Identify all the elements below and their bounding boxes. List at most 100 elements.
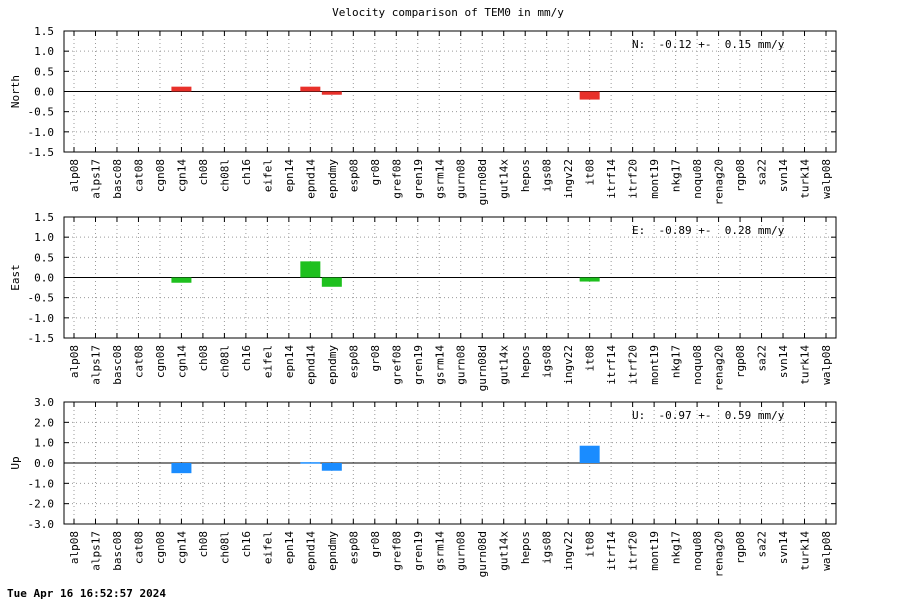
x-tick-label: hepos [519, 159, 532, 192]
x-tick-label: it08 [584, 345, 597, 372]
y-tick-label: 1.0 [34, 437, 54, 450]
x-tick-label: rgp08 [734, 531, 747, 564]
bar-east-epnd14 [300, 261, 321, 278]
x-tick-label: gref08 [390, 159, 403, 199]
x-tick-label: eifel [261, 531, 274, 564]
y-axis-label-east: East [9, 264, 22, 291]
x-tick-label: gren19 [412, 345, 425, 385]
bar-up-cgn14 [171, 463, 192, 474]
x-tick-label: gren19 [412, 531, 425, 571]
x-tick-label: cat08 [132, 531, 145, 564]
x-tick-label: alp08 [68, 345, 81, 378]
y-axis-label-north: North [9, 75, 22, 108]
y-tick-label: 1.0 [34, 231, 54, 244]
x-tick-label: igs08 [541, 159, 554, 192]
x-tick-label: ch08 [197, 159, 210, 186]
x-tick-label: noqu08 [691, 345, 704, 385]
y-tick-label: 2.0 [34, 416, 54, 429]
x-tick-label: epnd14 [304, 531, 317, 571]
x-tick-label: gref08 [390, 345, 403, 385]
bar-north-epndmy [321, 91, 342, 95]
y-tick-label: 0.0 [34, 457, 54, 470]
x-tick-label: turk14 [799, 531, 812, 571]
x-tick-label: hepos [519, 345, 532, 378]
x-tick-label: cgn14 [175, 345, 188, 378]
x-tick-label: esp08 [347, 345, 360, 378]
x-tick-label: esp08 [347, 531, 360, 564]
x-tick-label: walp08 [820, 159, 833, 199]
x-tick-label: itrf14 [605, 345, 618, 385]
x-tick-label: gsrm14 [433, 531, 446, 571]
x-tick-label: gut14x [498, 531, 511, 571]
y-tick-label: -1.0 [28, 477, 55, 490]
y-tick-label: 3.0 [34, 396, 54, 409]
x-tick-label: igs08 [541, 345, 554, 378]
x-tick-label: ingv22 [562, 531, 575, 571]
x-tick-label: gurn08 [455, 531, 468, 571]
y-tick-label: -2.0 [28, 498, 55, 511]
y-tick-label: -0.5 [28, 106, 55, 119]
x-tick-label: nkg17 [670, 531, 683, 564]
x-tick-label: turk14 [799, 345, 812, 385]
x-tick-label: gr08 [369, 531, 382, 558]
x-tick-label: epn14 [283, 345, 296, 378]
x-tick-label: alp08 [68, 159, 81, 192]
bar-east-cgn14 [171, 277, 192, 283]
x-tick-label: walp08 [820, 345, 833, 385]
footer-timestamp: Tue Apr 16 16:52:57 2024 [7, 587, 166, 600]
y-tick-label: 0.0 [34, 272, 54, 285]
x-tick-label: gsrm14 [433, 345, 446, 385]
y-tick-label: 0.5 [34, 65, 54, 78]
x-tick-label: gr08 [369, 159, 382, 186]
x-tick-label: igs08 [541, 531, 554, 564]
x-tick-label: mont19 [648, 531, 661, 571]
bar-up-it08 [579, 445, 600, 463]
x-tick-label: gren19 [412, 159, 425, 199]
x-tick-label: gurn08 [455, 345, 468, 385]
x-tick-label: ch08 [197, 345, 210, 372]
x-tick-label: noqu08 [691, 159, 704, 199]
summary-up: U: -0.97 +- 0.59 mm/y [632, 409, 785, 422]
x-tick-label: svn14 [777, 345, 790, 378]
x-tick-label: sa22 [756, 159, 769, 186]
x-tick-label: it08 [584, 531, 597, 558]
x-tick-label: cat08 [132, 159, 145, 192]
x-tick-label: gut14x [498, 159, 511, 199]
x-tick-label: svn14 [777, 159, 790, 192]
x-tick-label: ch08l [218, 345, 231, 378]
x-tick-label: basc08 [111, 531, 124, 571]
x-tick-label: itrf14 [605, 159, 618, 199]
plot-frame [63, 216, 837, 339]
bar-east-it08 [579, 277, 600, 282]
panel-up: 3.0 2.0 1.0 0.0 -1.0 -2.0 -3.0 U: -0.97 +- 0.59… [9, 396, 837, 577]
x-tick-label: rgp08 [734, 159, 747, 192]
y-tick-label: -0.5 [28, 292, 55, 305]
summary-east: E: -0.89 +- 0.28 mm/y [632, 224, 785, 237]
x-tick-label: gref08 [390, 531, 403, 571]
x-tick-label: cgn14 [175, 159, 188, 192]
bar-up-epndmy [321, 463, 342, 471]
chart-title: Velocity comparison of TEM0 in mm/y [332, 6, 564, 19]
x-tick-label: renag20 [713, 345, 726, 391]
x-tick-label: ch08l [218, 159, 231, 192]
x-tick-label: itrf20 [627, 531, 640, 571]
x-tick-label: epndmy [326, 345, 339, 385]
x-tick-label: alps17 [89, 531, 102, 571]
x-tick-label: it08 [584, 159, 597, 186]
x-tick-label: alp08 [68, 531, 81, 564]
y-tick-label: -1.5 [28, 146, 55, 159]
x-tick-label: walp08 [820, 531, 833, 571]
x-tick-label: gr08 [369, 345, 382, 372]
x-tick-label: alps17 [89, 345, 102, 385]
x-tick-label: esp08 [347, 159, 360, 192]
x-tick-label: ingv22 [562, 345, 575, 385]
x-tick-label: epn14 [283, 159, 296, 192]
x-tick-label: epnd14 [304, 345, 317, 385]
x-tick-label: gurn08d [476, 159, 489, 205]
x-tick-label: itrf20 [627, 159, 640, 199]
y-tick-label: 1.0 [34, 45, 54, 58]
x-tick-label: itrf14 [605, 531, 618, 571]
y-tick-label: 0.5 [34, 251, 54, 264]
x-tick-label: epn14 [283, 531, 296, 564]
x-tick-label: epndmy [326, 159, 339, 199]
